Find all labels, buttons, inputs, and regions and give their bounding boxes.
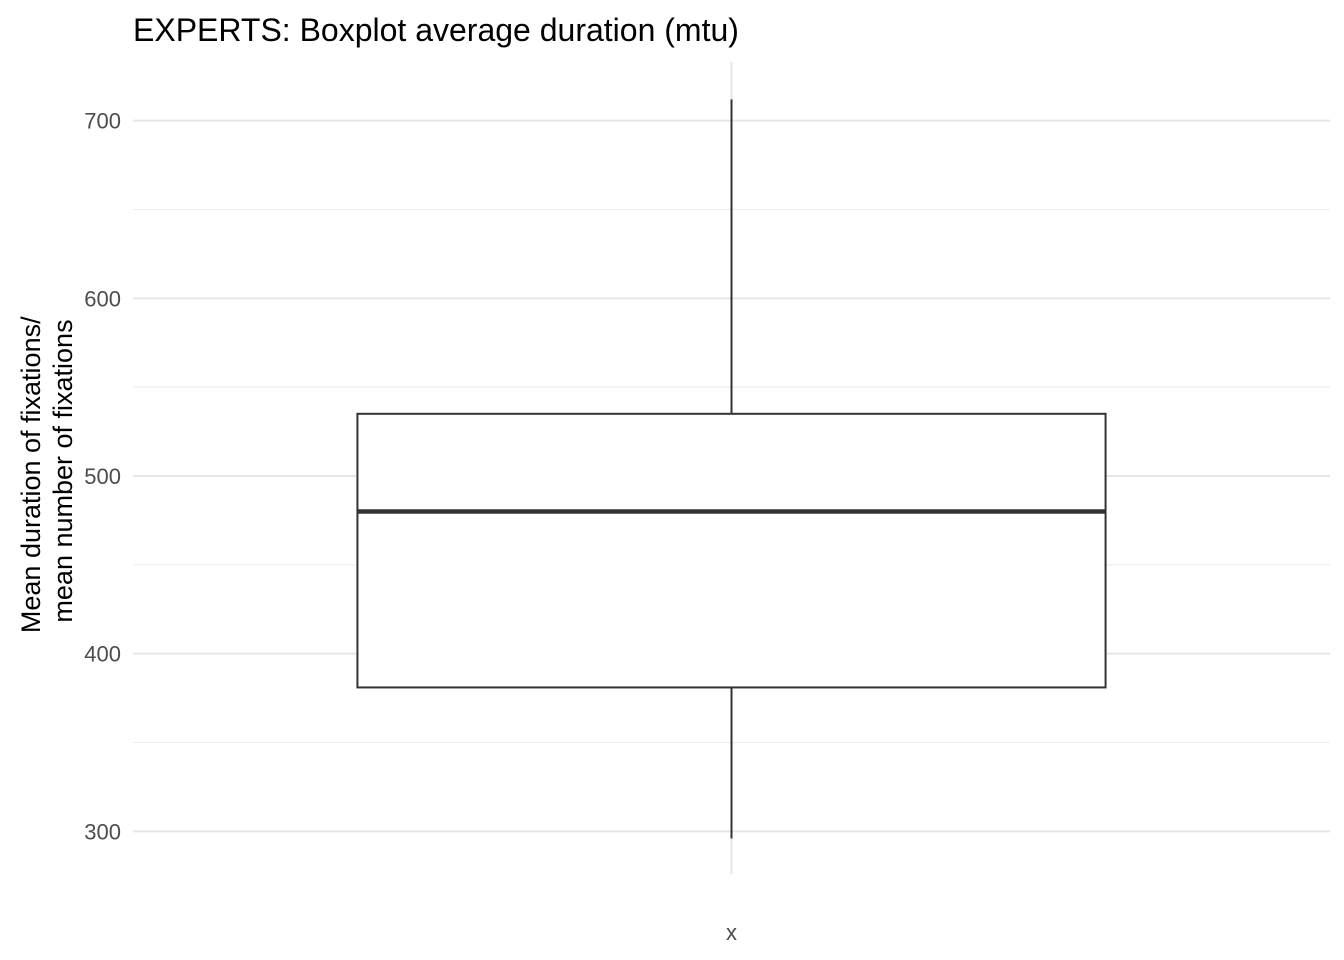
boxplot bbox=[356, 99, 1107, 839]
y-axis-title-line-1: Mean duration of fixations/ bbox=[16, 316, 46, 633]
x-tick-label: x bbox=[726, 920, 737, 945]
y-tick-label: 600 bbox=[84, 286, 121, 311]
y-tick-label: 500 bbox=[84, 464, 121, 489]
x-axis-ticks: x bbox=[726, 920, 737, 945]
boxplots bbox=[356, 99, 1107, 839]
y-axis-title: Mean duration of fixations/ mean number … bbox=[16, 309, 78, 633]
box bbox=[356, 412, 1107, 689]
y-tick-label: 400 bbox=[84, 642, 121, 667]
chart-title: EXPERTS: Boxplot average duration (mtu) bbox=[133, 12, 739, 48]
y-tick-label: 300 bbox=[84, 819, 121, 844]
y-axis-title-line-2: mean number of fixations bbox=[48, 319, 78, 622]
y-axis-ticks: 300 400 500 600 700 bbox=[84, 109, 121, 845]
y-tick-label: 700 bbox=[84, 109, 121, 134]
